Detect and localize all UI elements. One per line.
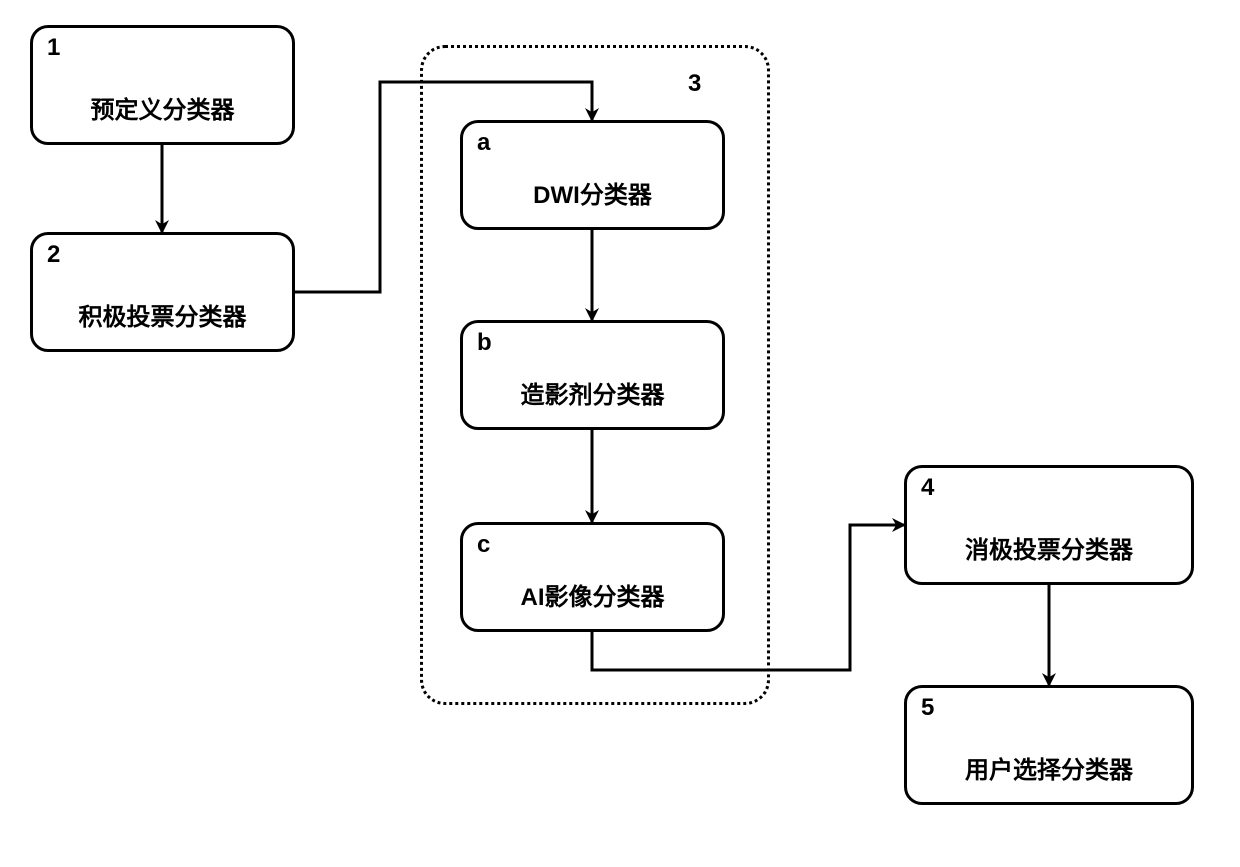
node-label: AI影像分类器: [463, 577, 722, 612]
node-label: DWI分类器: [463, 175, 722, 210]
flowchart-node-n2: 2 积极投票分类器: [30, 232, 295, 352]
node-number: c: [477, 531, 490, 559]
node-number: 5: [921, 694, 934, 722]
flowchart-node-n5: 5 用户选择分类器: [904, 685, 1194, 805]
flowchart-node-nc: c AI影像分类器: [460, 522, 725, 632]
flowchart-node-nb: b 造影剂分类器: [460, 320, 725, 430]
node-label: 预定义分类器: [33, 90, 292, 125]
node-number: b: [477, 329, 492, 357]
node-number: 2: [47, 241, 60, 269]
node-label: 用户选择分类器: [907, 750, 1191, 785]
node-label: 造影剂分类器: [463, 375, 722, 410]
flowchart-node-na: a DWI分类器: [460, 120, 725, 230]
node-label: 消极投票分类器: [907, 530, 1191, 565]
group-label-3: 3: [688, 70, 701, 98]
flowchart-node-n1: 1 预定义分类器: [30, 25, 295, 145]
flowchart-node-n4: 4 消极投票分类器: [904, 465, 1194, 585]
node-label: 积极投票分类器: [33, 297, 292, 332]
node-number: a: [477, 129, 490, 157]
node-number: 1: [47, 34, 60, 62]
node-number: 4: [921, 474, 934, 502]
